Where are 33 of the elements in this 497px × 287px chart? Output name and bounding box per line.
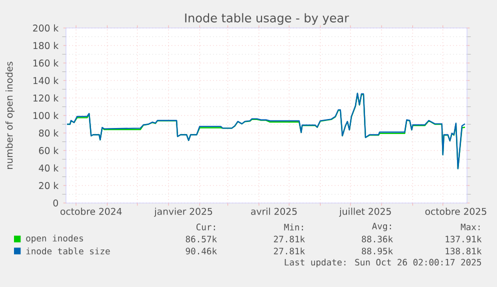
text: 137.91k	[446, 236, 482, 242]
y-tick-label: 100 k	[33, 112, 59, 120]
x-tick-label: juillet 2025	[339, 208, 391, 217]
x-tick-label: octobre 2024	[60, 208, 122, 215]
legend-label: inode table size	[26, 248, 110, 254]
y-tick-label: 180 k	[33, 42, 59, 50]
text: Last update: Sun Oct 26 02:00:17 2025	[284, 258, 482, 268]
y-tick-label: 140 k	[33, 76, 59, 84]
y-tick-label: 80 k	[39, 129, 59, 137]
y-tick-label: 200 k	[33, 24, 59, 32]
y-tick-label: 60 k	[39, 146, 59, 154]
y-tick-label: 20 k	[39, 182, 59, 190]
text: 27.81k	[274, 236, 305, 242]
text: 86.57k	[186, 236, 217, 242]
legend-label: open inodes	[26, 234, 84, 244]
text: Max:	[460, 224, 480, 230]
text: Min:	[284, 224, 303, 230]
x-tick-label: janvier 2025	[154, 208, 212, 217]
chart-title: Inode table usage - by year	[185, 13, 350, 25]
y-axis-title: number of open inodes	[5, 62, 15, 169]
text: 88.36k	[362, 236, 393, 242]
x-tick-label: avril 2025	[251, 208, 297, 215]
y-tick-label: 120 k	[33, 94, 59, 102]
text: 88.95k	[362, 248, 393, 254]
y-tick-label: 40 k	[38, 164, 59, 172]
text: 90.46k	[186, 248, 217, 254]
y-tick-label: 160 k	[33, 59, 59, 67]
text: Avg:	[372, 222, 391, 232]
text: 138.81k	[446, 248, 482, 254]
text: Cur:	[196, 224, 215, 230]
text: 27.81k	[274, 248, 305, 254]
y-tick-label: 0	[53, 199, 58, 207]
x-tick-label: octobre 2025	[425, 208, 486, 215]
